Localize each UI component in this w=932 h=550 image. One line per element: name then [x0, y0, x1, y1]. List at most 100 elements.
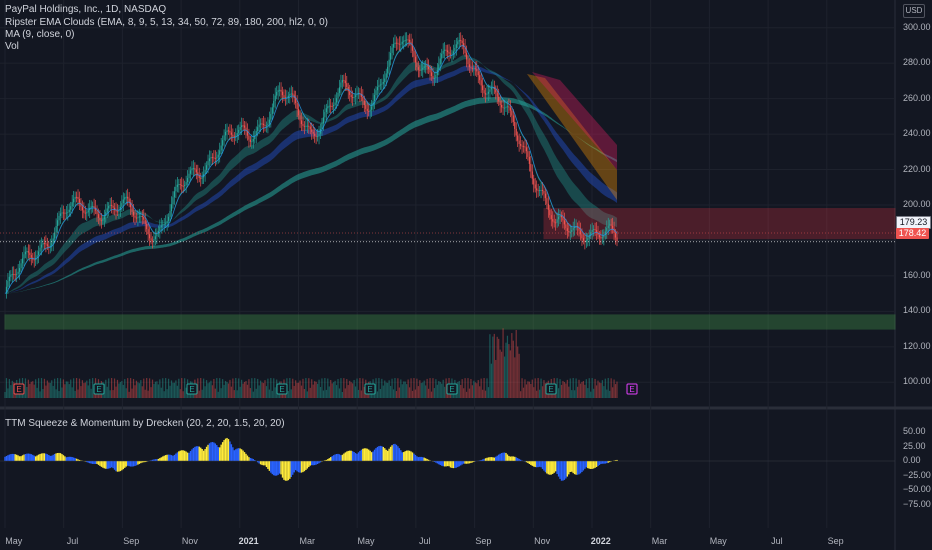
- earnings-marker-label: E: [449, 385, 454, 394]
- volume-bar: [265, 386, 268, 398]
- momentum-bar: [141, 461, 143, 463]
- volume-bar: [204, 386, 206, 398]
- momentum-bar: [489, 457, 491, 461]
- candle: [445, 49, 447, 51]
- candle: [160, 225, 162, 228]
- momentum-bar: [401, 452, 403, 461]
- volume-bar: [503, 356, 506, 398]
- volume-bar: [52, 385, 54, 398]
- volume-bar: [411, 390, 414, 398]
- candle: [321, 123, 323, 130]
- momentum-bar: [121, 461, 123, 471]
- momentum-bar: [132, 461, 135, 467]
- volume-bar: [163, 391, 165, 398]
- volume-bar: [51, 380, 53, 398]
- candle: [220, 145, 222, 151]
- momentum-bar: [106, 461, 108, 469]
- candle: [128, 198, 130, 203]
- volume-bar: [62, 379, 65, 398]
- momentum-bar: [205, 446, 208, 461]
- volume-bar: [340, 378, 342, 398]
- volume-bar: [229, 379, 231, 398]
- time-tick-label: Sep: [123, 536, 140, 546]
- volume-bar: [75, 378, 78, 398]
- volume-bar: [173, 382, 176, 398]
- vol-legend[interactable]: Vol: [5, 41, 19, 52]
- indicator-title[interactable]: TTM Squeeze & Momentum by Drecken (20, 2…: [5, 418, 285, 429]
- candle: [195, 169, 197, 173]
- ma-legend[interactable]: MA (9, close, 0): [5, 29, 75, 40]
- candle: [527, 151, 529, 157]
- candle: [249, 139, 251, 142]
- volume-bar: [387, 382, 389, 398]
- momentum-bar: [186, 452, 189, 461]
- volume-bar: [609, 390, 611, 398]
- momentum-bar: [189, 451, 192, 461]
- momentum-bar: [108, 461, 110, 469]
- candle: [251, 141, 253, 143]
- volume-bar: [92, 378, 94, 398]
- candle: [207, 161, 209, 166]
- candle: [467, 59, 469, 65]
- volume-bar: [73, 378, 75, 398]
- candle: [65, 212, 67, 214]
- candle: [27, 251, 29, 253]
- candle: [274, 95, 276, 101]
- volume-bar: [37, 378, 40, 398]
- candle: [303, 125, 306, 127]
- volume-bar: [593, 388, 595, 398]
- candle: [111, 205, 113, 206]
- momentum-bar: [324, 460, 326, 461]
- momentum-bar: [362, 448, 364, 461]
- momentum-bar: [278, 461, 281, 474]
- volume-bar: [112, 390, 114, 398]
- candle: [227, 130, 230, 132]
- momentum-bar: [275, 461, 278, 476]
- candle: [514, 121, 516, 129]
- candle: [553, 221, 555, 223]
- volume-bar: [569, 378, 571, 398]
- momentum-bar: [118, 461, 120, 472]
- candle: [127, 196, 129, 199]
- volume-bar: [210, 380, 212, 398]
- candle: [369, 109, 371, 112]
- candle: [33, 259, 35, 261]
- momentum-bar: [43, 453, 46, 461]
- candle: [135, 217, 138, 219]
- momentum-bar: [372, 451, 374, 461]
- currency-button[interactable]: USD: [903, 4, 925, 18]
- momentum-bar: [365, 448, 367, 461]
- momentum-bar: [159, 458, 161, 461]
- candle: [316, 136, 319, 138]
- volume-bar: [416, 378, 418, 398]
- volume-bar: [524, 379, 526, 398]
- candle: [341, 80, 344, 83]
- momentum-bar: [384, 448, 386, 461]
- volume-bar: [525, 384, 528, 398]
- volume-bar: [232, 378, 234, 398]
- momentum-bar: [194, 446, 196, 461]
- candle: [122, 199, 124, 204]
- candle: [254, 135, 256, 140]
- momentum-bar: [597, 461, 599, 466]
- volume-bar: [419, 380, 421, 398]
- candle: [392, 44, 395, 48]
- volume-bar: [397, 378, 399, 398]
- ema-clouds-legend[interactable]: Ripster EMA Clouds (EMA, 8, 9, 5, 13, 34…: [5, 17, 328, 28]
- volume-bar: [239, 386, 241, 398]
- candle: [502, 107, 504, 109]
- momentum-bar: [309, 461, 311, 466]
- volume-bar: [616, 381, 618, 398]
- candle: [188, 173, 190, 179]
- volume-bar: [322, 390, 325, 398]
- candle: [29, 252, 31, 256]
- momentum-bar: [34, 456, 37, 461]
- candle: [314, 133, 316, 136]
- volume-bar: [590, 391, 592, 398]
- momentum-bar: [537, 461, 539, 468]
- candle: [257, 127, 259, 132]
- candle: [312, 131, 314, 134]
- volume-bar: [181, 378, 183, 398]
- momentum-bar: [270, 461, 272, 473]
